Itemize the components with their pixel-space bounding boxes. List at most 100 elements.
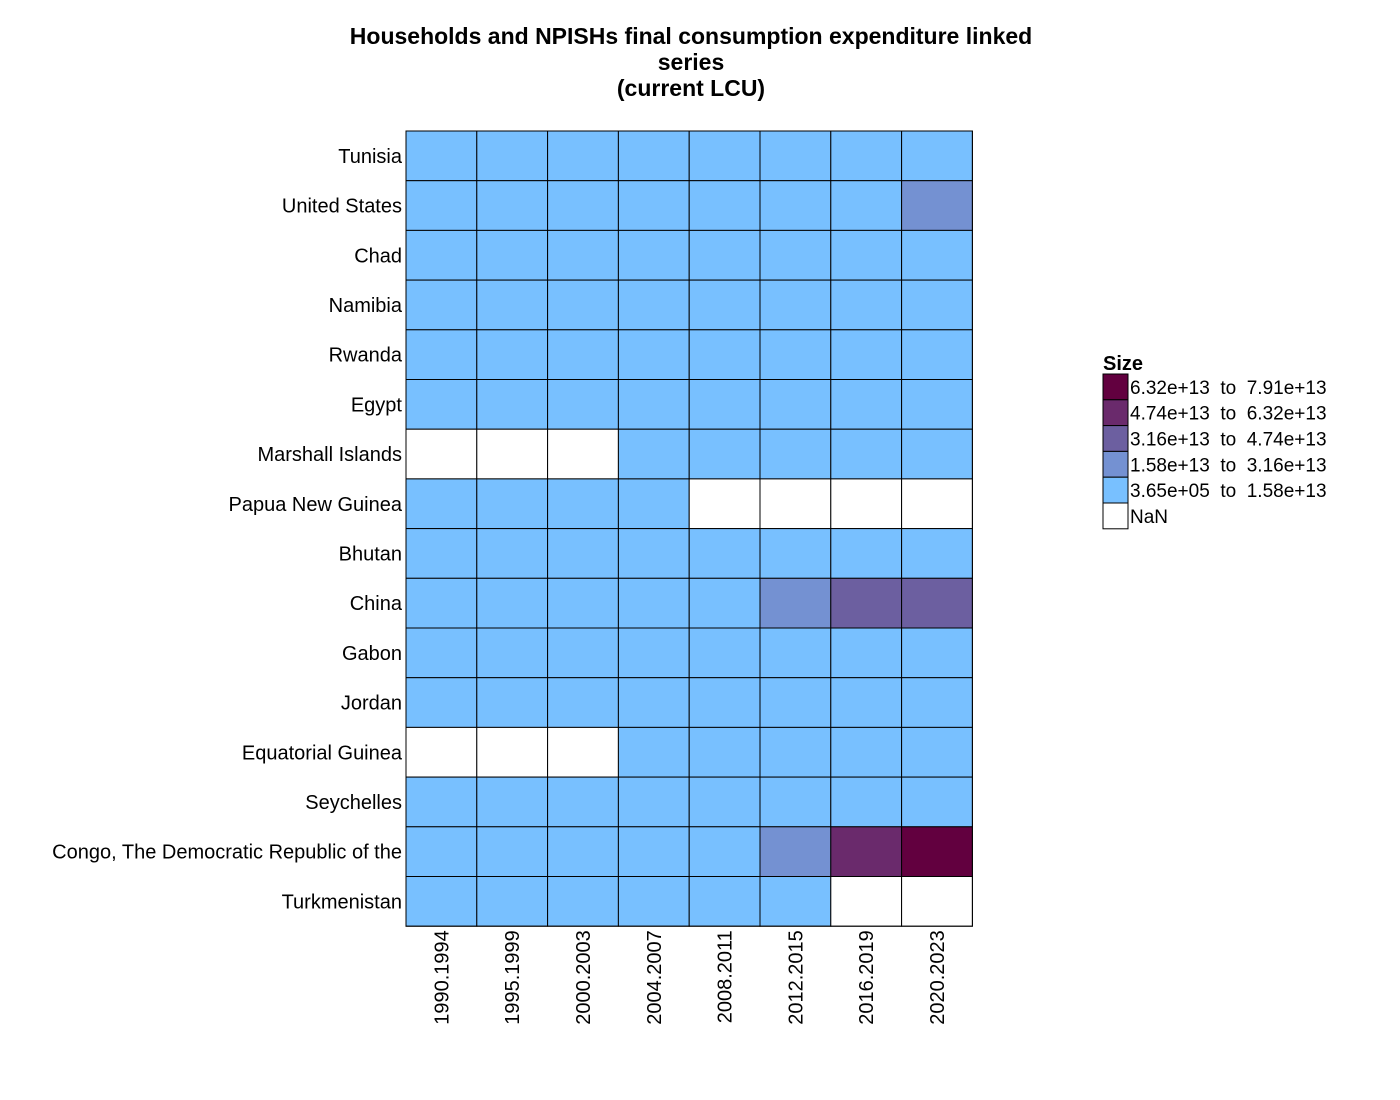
column-labels: 1990.1994 1995.1999 2000.2003 2004.2007 2008… — [431, 930, 949, 1025]
row-label: Gabon — [342, 643, 402, 665]
heatmap-cell — [617, 428, 690, 480]
heatmap-cell — [901, 776, 973, 828]
heatmap-cell — [759, 677, 832, 728]
heatmap-cell — [547, 876, 619, 927]
heatmap-cell — [476, 528, 549, 579]
column-label: 1995.1999 — [502, 930, 524, 1025]
heatmap-cell — [901, 826, 973, 877]
heatmap-cell — [476, 577, 549, 629]
legend-label: NaN — [1130, 507, 1168, 528]
heatmap-cell — [830, 627, 903, 679]
heatmap-cell — [617, 627, 690, 679]
row-label: China — [350, 593, 403, 615]
chart-title-line-2: series — [658, 49, 725, 75]
heatmap-cell — [688, 776, 761, 828]
heatmap-cell — [759, 229, 832, 281]
heatmap-cell — [476, 180, 549, 231]
heatmap-cell — [476, 627, 549, 679]
heatmap-cell — [547, 229, 619, 281]
heatmap-cell — [830, 528, 903, 579]
heatmap-cell — [830, 577, 903, 629]
chart-title-line-3: (current LCU) — [617, 75, 765, 101]
heatmap-cell — [688, 528, 761, 579]
heatmap-cell — [405, 876, 478, 927]
heatmap-cell — [617, 677, 690, 728]
heatmap-cell — [688, 329, 761, 380]
row-label: Congo, The Democratic Republic of the — [52, 842, 402, 864]
row-label: Marshall Islands — [257, 444, 402, 466]
column-label: 1990.1994 — [431, 930, 453, 1025]
legend-swatch — [1102, 399, 1129, 427]
heatmap-cell — [405, 726, 478, 778]
heatmap-cell — [617, 577, 690, 629]
heatmap-cell — [901, 876, 973, 927]
heatmap-cell — [759, 279, 832, 331]
heatmap-cell — [476, 428, 549, 480]
column-label: 2004.2007 — [644, 930, 666, 1025]
heatmap-cell — [901, 329, 973, 380]
legend-swatch — [1102, 476, 1129, 504]
heatmap-cell — [688, 627, 761, 679]
column-label: 2000.2003 — [573, 930, 595, 1025]
heatmap-cell — [688, 826, 761, 877]
heatmap-cell — [476, 776, 549, 828]
heatmap-cell — [688, 279, 761, 331]
row-label: Rwanda — [329, 345, 403, 367]
legend-swatch — [1102, 502, 1129, 530]
heatmap-cell — [405, 180, 478, 231]
heatmap-cell — [476, 876, 549, 927]
legend: Size 6.32e+13 to 7.91e+13 4.74e+13 to 6.32… — [1102, 353, 1327, 530]
heatmap-cell — [901, 577, 973, 629]
row-label: Chad — [354, 245, 402, 267]
heatmap-cell — [759, 726, 832, 778]
heatmap-cell — [405, 577, 478, 629]
heatmap-cell — [405, 478, 478, 530]
heatmap-cell — [617, 528, 690, 579]
heatmap-cell — [759, 776, 832, 828]
heatmap-cell — [759, 627, 832, 679]
heatmap-cell — [830, 379, 903, 430]
plot-border — [405, 130, 973, 927]
heatmap-cell — [405, 329, 478, 380]
heatmap-cell — [688, 379, 761, 430]
heatmap-cell — [405, 379, 478, 430]
heatmap-cell — [759, 428, 832, 480]
heatmap-cell — [830, 428, 903, 480]
heatmap-cell — [759, 577, 832, 629]
heatmap-cell — [688, 677, 761, 728]
heatmap-cell — [547, 279, 619, 331]
heatmap-cell — [405, 627, 478, 679]
legend-title: Size — [1103, 353, 1143, 375]
heatmap-cell — [617, 229, 690, 281]
heatmap-cell — [901, 528, 973, 579]
heatmap-cell — [830, 677, 903, 728]
heatmap-cell — [830, 478, 903, 530]
legend-label: 3.16e+13 to 4.74e+13 — [1130, 430, 1327, 451]
chart-title: Households and NPISHs final consumption … — [350, 23, 1032, 101]
heatmap-cell — [688, 577, 761, 629]
heatmap-cell — [830, 726, 903, 778]
heatmap-cell — [547, 130, 619, 182]
heatmap-cell — [476, 726, 549, 778]
heatmap-cell — [830, 329, 903, 380]
heatmap-cell — [476, 677, 549, 728]
heatmap-cell — [547, 726, 619, 778]
heatmap-cell — [476, 279, 549, 331]
row-label: United States — [282, 196, 402, 218]
heatmap-cells — [405, 130, 973, 927]
row-labels: Tunisia United States Chad Namibia Rwanda Egy… — [52, 146, 403, 913]
heatmap-cell — [759, 528, 832, 579]
heatmap-cell — [901, 677, 973, 728]
heatmap-cell — [405, 776, 478, 828]
legend-label: 1.58e+13 to 3.16e+13 — [1130, 455, 1327, 476]
column-label: 2020.2023 — [927, 930, 949, 1025]
row-label: Tunisia — [338, 146, 403, 168]
heatmap-cell — [405, 826, 478, 877]
heatmap-cell — [759, 329, 832, 380]
row-label: Bhutan — [339, 543, 402, 565]
heatmap-cell — [759, 130, 832, 182]
heatmap-cell — [476, 130, 549, 182]
row-label: Namibia — [329, 295, 403, 317]
legend-swatch — [1102, 373, 1129, 401]
heatmap-cell — [901, 130, 973, 182]
